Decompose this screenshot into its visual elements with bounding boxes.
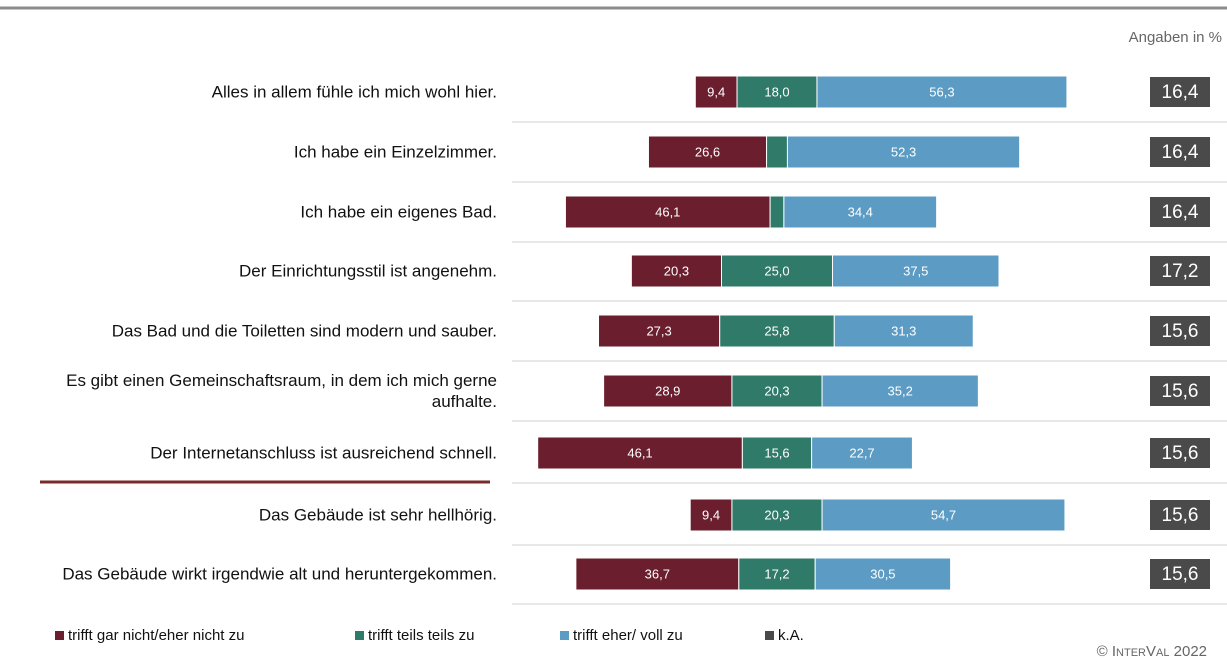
legend-swatch — [355, 631, 364, 640]
na-box — [1150, 438, 1210, 468]
bar-segment — [630, 254, 722, 288]
legend-label: trifft eher/ voll zu — [573, 627, 683, 644]
bar-segment — [741, 436, 813, 470]
bar-segment — [721, 254, 833, 288]
legend-label: k.A. — [778, 627, 804, 644]
na-label: 16,4 — [1162, 142, 1199, 163]
na-box — [1150, 376, 1210, 406]
value-label: 54,7 — [931, 507, 956, 522]
value-label: 20,3 — [764, 383, 789, 398]
bar-segment — [821, 498, 1066, 532]
value-label: 56,3 — [929, 84, 954, 99]
bar-segment — [738, 557, 816, 591]
bar-segment — [816, 75, 1068, 109]
category-label: Das Bad und die Toiletten sind modern un… — [111, 321, 497, 341]
bar-segment — [736, 75, 818, 109]
value-label: 25,0 — [764, 263, 789, 278]
bar-segment — [783, 195, 938, 229]
category-label: Ich habe ein Einzelzimmer. — [293, 142, 497, 162]
value-label: 22,7 — [849, 445, 874, 460]
bar-segment — [832, 254, 1000, 288]
unit-note: Angaben in % — [1129, 29, 1222, 46]
category-label: Es gibt einen Gemeinschaftsraum, in dem … — [66, 371, 497, 411]
value-label: 27,3 — [646, 323, 671, 338]
value-label: 9,4 — [707, 84, 725, 99]
na-label: 16,4 — [1162, 82, 1199, 103]
na-label: 15,6 — [1162, 381, 1199, 402]
value-label: 31,3 — [891, 323, 916, 338]
bar-segment — [603, 374, 733, 408]
value-label: 34,4 — [848, 204, 873, 219]
na-label: 17,2 — [1162, 261, 1199, 282]
na-box — [1150, 197, 1210, 227]
bar-segment — [833, 314, 974, 348]
value-label: 35,2 — [888, 383, 913, 398]
value-label: 28,9 — [655, 383, 680, 398]
legend-swatch — [765, 631, 774, 640]
bar-segment — [811, 436, 913, 470]
legend-swatch — [560, 631, 569, 640]
legend-label: trifft teils teils zu — [368, 627, 474, 644]
na-box — [1150, 77, 1210, 107]
bar-segment — [575, 557, 740, 591]
na-label: 15,6 — [1162, 321, 1199, 342]
na-box — [1150, 256, 1210, 286]
bar-segment — [537, 436, 743, 470]
value-label: 36,7 — [645, 566, 670, 581]
value-label: 37,5 — [903, 263, 928, 278]
bar-segment — [694, 75, 738, 109]
category-label: Alles in allem fühle ich mich wohl hier. — [211, 82, 497, 102]
value-label: 52,3 — [891, 144, 916, 159]
bar-segment — [731, 374, 823, 408]
value-label: 15,6 — [764, 445, 789, 460]
bar-segment — [814, 557, 952, 591]
na-label: 15,6 — [1162, 505, 1199, 526]
bar-segment — [821, 374, 979, 408]
value-label: 46,1 — [655, 204, 680, 219]
category-label: Ich habe ein eigenes Bad. — [300, 202, 497, 222]
legend-label: trifft gar nicht/eher nicht zu — [68, 627, 244, 644]
bar-segment — [598, 314, 721, 348]
na-box — [1150, 137, 1210, 167]
category-label: Der Einrichtungsstil ist angenehm. — [239, 261, 497, 281]
na-box — [1150, 316, 1210, 346]
value-label: 25,8 — [764, 323, 789, 338]
value-label: 17,2 — [764, 566, 789, 581]
copyright: © InterVal 2022 — [1097, 643, 1207, 660]
na-label: 16,4 — [1162, 202, 1199, 223]
value-label: 18,0 — [764, 84, 789, 99]
value-label: 9,4 — [702, 507, 720, 522]
category-label: Das Gebäude ist sehr hellhörig. — [258, 505, 497, 525]
bar-segment — [731, 498, 823, 532]
na-label: 15,6 — [1162, 443, 1199, 464]
bar-segment — [564, 195, 771, 229]
value-label: 46,1 — [627, 445, 652, 460]
value-label: 30,5 — [870, 566, 895, 581]
bar-segment — [766, 135, 788, 169]
category-label: Das Gebäude wirkt irgendwie alt und heru… — [62, 564, 497, 584]
category-label: Der Internetanschluss ist ausreichend sc… — [150, 443, 497, 463]
value-label: 20,3 — [664, 263, 689, 278]
value-label: 20,3 — [764, 507, 789, 522]
na-box — [1150, 500, 1210, 530]
na-box — [1150, 559, 1210, 589]
na-label: 15,6 — [1162, 564, 1199, 585]
value-label: 26,6 — [695, 144, 720, 159]
legend-swatch — [55, 631, 64, 640]
bar-segment — [786, 135, 1021, 169]
bar-segment — [719, 314, 835, 348]
bar-segment — [769, 195, 785, 229]
